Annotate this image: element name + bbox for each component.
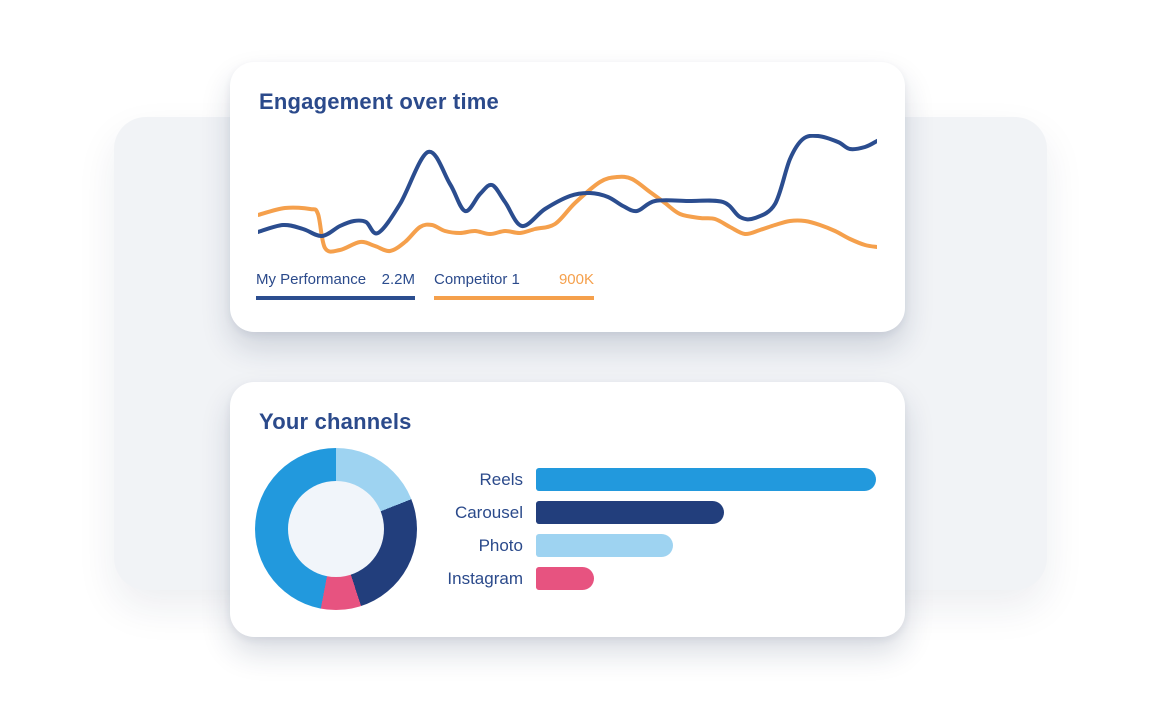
channel-row-reels: Reels bbox=[360, 468, 876, 491]
engagement-legend: My Performance 2.2M Competitor 1 900K bbox=[256, 271, 594, 300]
channels-body: Reels Carousel Photo Instagram bbox=[230, 382, 905, 637]
channels-bar-chart: Reels Carousel Photo Instagram bbox=[360, 468, 876, 600]
channel-label: Instagram bbox=[447, 568, 523, 588]
channel-bar bbox=[536, 567, 594, 590]
channel-bar bbox=[536, 534, 673, 557]
channel-label: Reels bbox=[479, 469, 523, 489]
channels-card: Your channels Reels Carousel Photo Instagra… bbox=[230, 382, 905, 637]
channel-bar bbox=[536, 468, 876, 491]
legend-tab-competitor-1[interactable]: Competitor 1 900K bbox=[434, 271, 594, 300]
engagement-title: Engagement over time bbox=[259, 89, 499, 114]
channel-label: Carousel bbox=[454, 502, 523, 522]
channel-bar bbox=[536, 501, 724, 524]
engagement-card: Engagement over time My Performance 2.2M C… bbox=[230, 62, 905, 332]
channel-row-photo: Photo bbox=[360, 534, 876, 557]
channel-row-instagram: Instagram bbox=[360, 567, 876, 590]
channels-title: Your channels bbox=[259, 409, 412, 434]
channels-donut-chart bbox=[255, 448, 417, 610]
my-performance-line bbox=[258, 134, 877, 239]
competitor-1-line bbox=[258, 174, 877, 254]
channel-label: Photo bbox=[478, 535, 523, 555]
legend-tab-my-performance[interactable]: My Performance 2.2M bbox=[256, 271, 415, 300]
legend-series-name: Competitor 1 bbox=[434, 271, 520, 288]
legend-series-name: My Performance bbox=[256, 271, 367, 288]
engagement-line-chart bbox=[258, 134, 877, 254]
legend-series-value: 2.2M bbox=[381, 271, 415, 288]
channel-row-carousel: Carousel bbox=[360, 501, 876, 524]
legend-series-value: 900K bbox=[558, 271, 594, 288]
donut-hole bbox=[288, 481, 384, 577]
